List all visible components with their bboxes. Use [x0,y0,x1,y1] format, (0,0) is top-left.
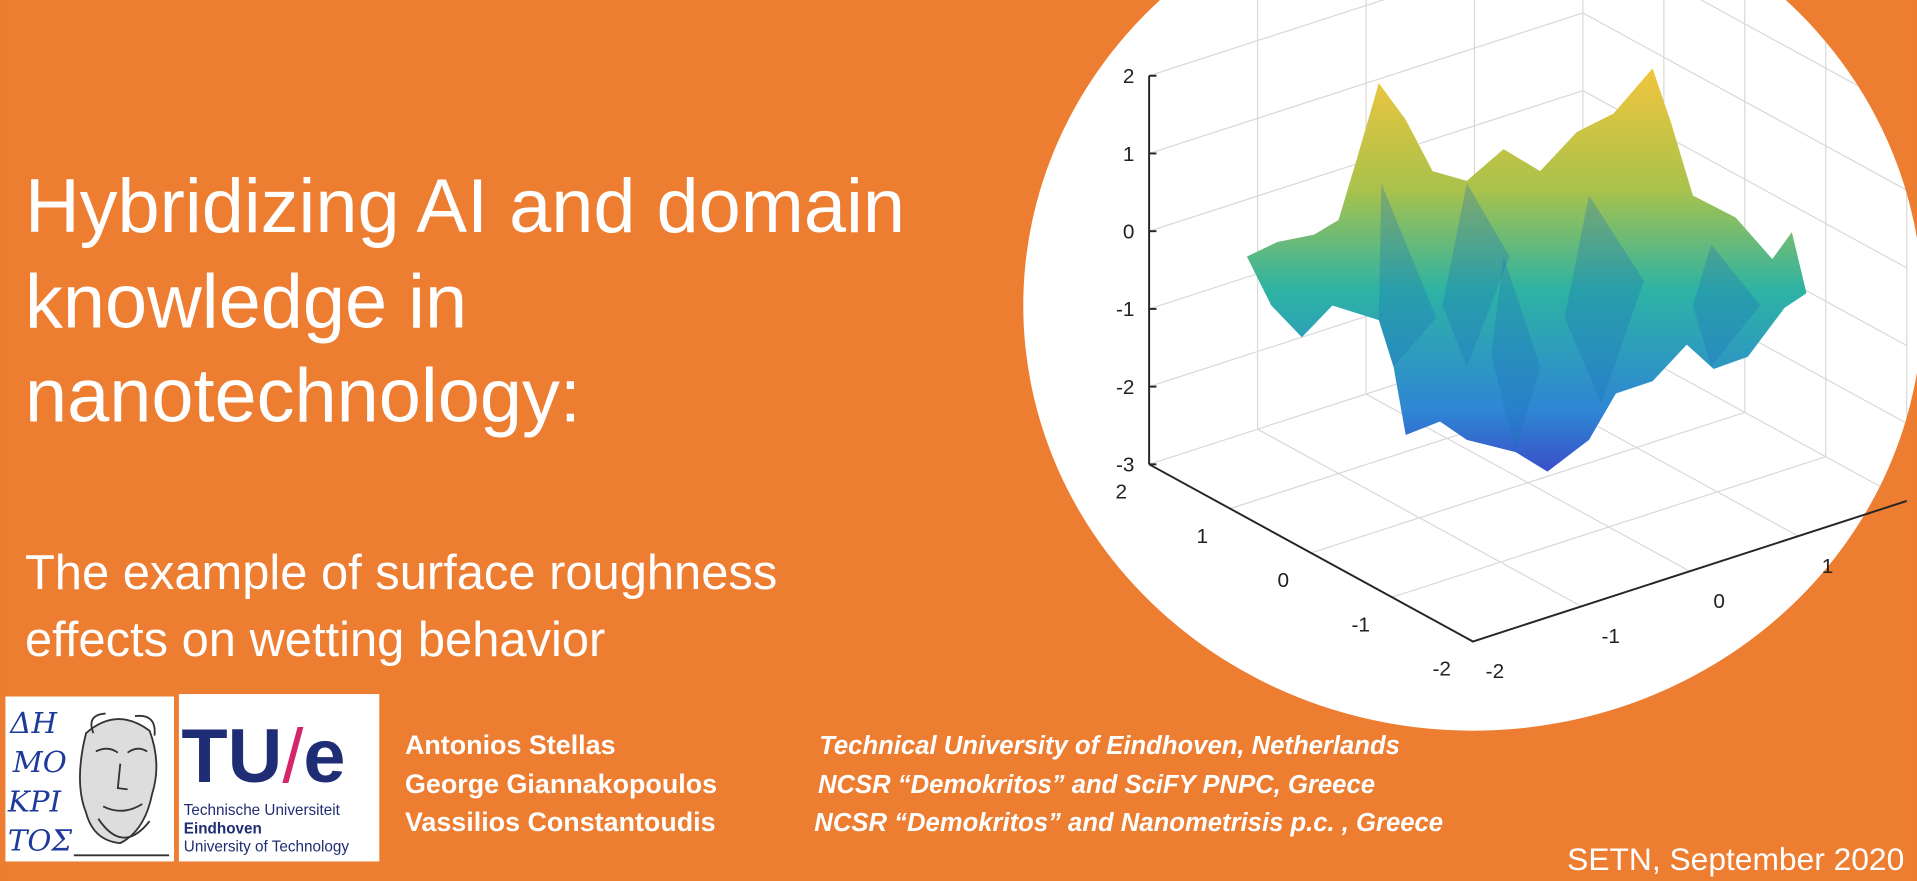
logo-letters: ΚΡΙ [7,784,63,818]
tue-mark-part: TU [181,714,282,799]
surface-shade [1564,195,1644,404]
surface-shade [1692,244,1761,367]
surface-plot [1148,0,1908,607]
author-name: Antonios Stellas [405,730,616,760]
wall-grid-line [1148,0,1907,113]
z-tick-label: 0 [1123,221,1135,244]
z-tick-label: 2 [1123,65,1135,88]
z-tick-label: 1 [1123,143,1135,166]
surface-shade [1442,183,1510,367]
subtitle-line: The example of surface roughness [25,546,777,600]
y-tick-label: 1 [1822,555,1834,578]
x-tick-label: 1 [1197,525,1209,548]
z-tick-label: -1 [1116,298,1134,321]
title-line: Hybridizing AI and domain [25,164,905,249]
tue-logo: TU/e Technische Universiteit Eindhoven U… [178,694,380,862]
tue-mark-part: e [303,714,345,799]
x-tick-label: 2 [1116,481,1128,504]
floor-axes [1148,463,1908,643]
author-affiliation: NCSR “Demokritos” and SciFY PNPC, Greece [818,771,1375,799]
footer: SETN, September 2020 [1567,841,1904,877]
y-tick-label: -2 [1486,660,1504,683]
x-tick-label: 0 [1277,569,1289,592]
z-tick-label: -2 [1116,376,1134,399]
y-tick-label: 0 [1713,590,1725,613]
tue-text: University of Technology [184,839,350,856]
tue-mark: TU/e [181,714,345,799]
z-tick-label: -3 [1116,454,1134,477]
author-affiliation: NCSR “Demokritos” and Nanometrisis p.c. … [814,809,1443,837]
logo-letters: ΤΟΣ [8,823,73,857]
author-name: Vassilios Constantoudis [405,807,716,837]
title-line: knowledge in [25,259,467,344]
plot-ticks: 2 1 0 -1 -2 -3 2 1 0 -1 -2 -2 -1 0 1 [1116,65,1908,683]
y-tick-label: -1 [1601,625,1619,648]
tue-mark-part: / [282,714,304,799]
surface-shade [1491,256,1541,453]
subtitle-line: effects on wetting behavior [25,613,605,667]
author-affiliation: Technical University of Eindhoven, Nethe… [819,732,1400,760]
surface [1246,68,1807,472]
title-line: nanotechnology: [25,354,581,439]
tue-text: Eindhoven [184,820,262,837]
logo-letters: ΜΟ [12,745,67,779]
x-tick-label: -2 [1432,658,1450,681]
tue-text: Technische Universiteit [184,802,341,819]
logo-letters: ΔΗ [9,706,58,740]
floor-grid-line [1391,456,1826,598]
x-tick-label: -1 [1352,613,1370,636]
author-name: George Giannakopoulos [405,769,717,799]
surface-shade [1378,183,1437,367]
demokritos-logo: ΔΗ ΜΟ ΚΡΙ ΤΟΣ [5,696,175,862]
